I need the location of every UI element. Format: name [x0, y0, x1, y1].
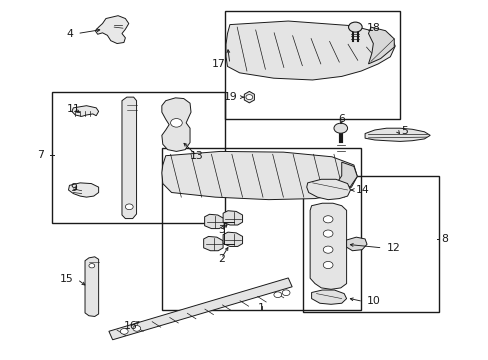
Text: 7: 7 — [37, 150, 44, 160]
Circle shape — [333, 123, 347, 133]
Circle shape — [323, 216, 332, 223]
Circle shape — [323, 230, 332, 237]
Bar — [162, 148, 361, 310]
Text: 16: 16 — [123, 321, 137, 332]
Circle shape — [133, 325, 141, 331]
Polygon shape — [365, 128, 429, 141]
Text: 13: 13 — [189, 151, 203, 161]
Text: 14: 14 — [355, 185, 368, 195]
Polygon shape — [223, 232, 242, 247]
Text: 3: 3 — [217, 225, 224, 235]
Polygon shape — [162, 98, 191, 152]
Circle shape — [323, 246, 332, 253]
Circle shape — [125, 204, 133, 210]
Circle shape — [282, 290, 289, 296]
Polygon shape — [368, 27, 393, 64]
Polygon shape — [311, 290, 346, 304]
Text: 5: 5 — [400, 126, 407, 136]
Polygon shape — [109, 278, 291, 340]
Text: 9: 9 — [70, 183, 77, 193]
Text: 18: 18 — [366, 23, 380, 33]
Polygon shape — [85, 257, 99, 316]
Circle shape — [273, 292, 281, 298]
Text: 2: 2 — [217, 253, 224, 264]
Bar — [224, 12, 399, 119]
Text: 15: 15 — [60, 274, 73, 284]
Circle shape — [245, 95, 252, 100]
Bar — [52, 93, 224, 223]
Polygon shape — [309, 203, 346, 289]
Polygon shape — [223, 211, 242, 225]
Text: 1: 1 — [258, 303, 264, 313]
Bar — [302, 176, 438, 312]
Polygon shape — [306, 179, 350, 200]
Polygon shape — [244, 91, 254, 103]
Text: 19: 19 — [223, 92, 237, 102]
Polygon shape — [203, 237, 223, 251]
Polygon shape — [122, 97, 136, 219]
Text: 12: 12 — [386, 243, 399, 253]
Circle shape — [89, 264, 95, 268]
Text: 11: 11 — [66, 104, 80, 114]
Text: 4: 4 — [66, 28, 73, 39]
Text: 17: 17 — [212, 59, 225, 69]
Text: 6: 6 — [338, 114, 345, 124]
Polygon shape — [72, 106, 99, 116]
Circle shape — [120, 329, 128, 334]
Circle shape — [348, 22, 362, 32]
Polygon shape — [225, 21, 394, 80]
Polygon shape — [68, 183, 99, 197]
Polygon shape — [346, 237, 366, 251]
Polygon shape — [95, 16, 128, 44]
Circle shape — [323, 261, 332, 269]
Polygon shape — [162, 152, 357, 200]
Circle shape — [170, 118, 182, 127]
Text: 10: 10 — [366, 296, 380, 306]
Text: 8: 8 — [441, 234, 447, 244]
Polygon shape — [335, 162, 357, 190]
Polygon shape — [204, 214, 224, 229]
